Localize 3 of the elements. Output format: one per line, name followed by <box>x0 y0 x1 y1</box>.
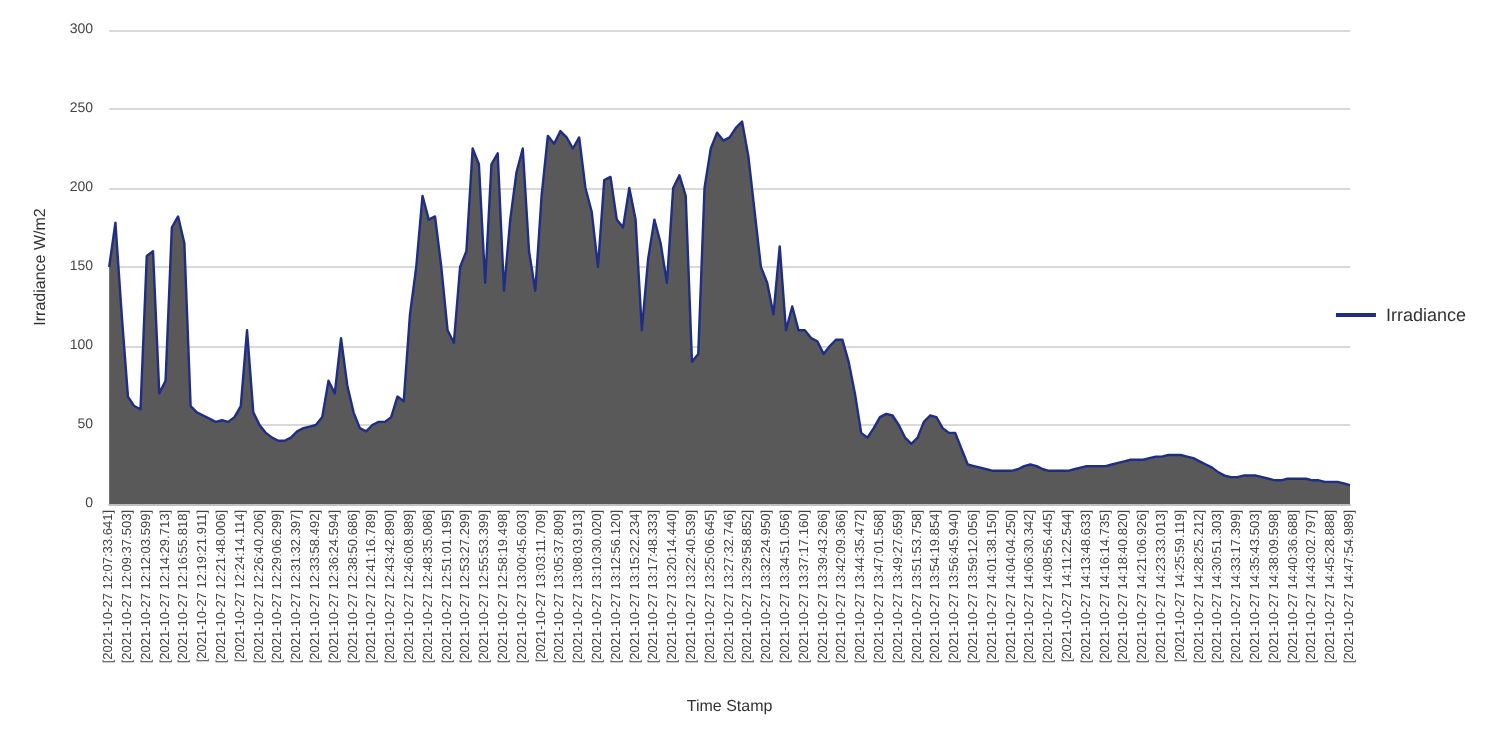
y-axis-title: Irradiance W/m2 <box>31 207 49 326</box>
x-axis-title: Time Stamp <box>686 697 774 715</box>
legend-label: Irradiance <box>1385 305 1467 325</box>
